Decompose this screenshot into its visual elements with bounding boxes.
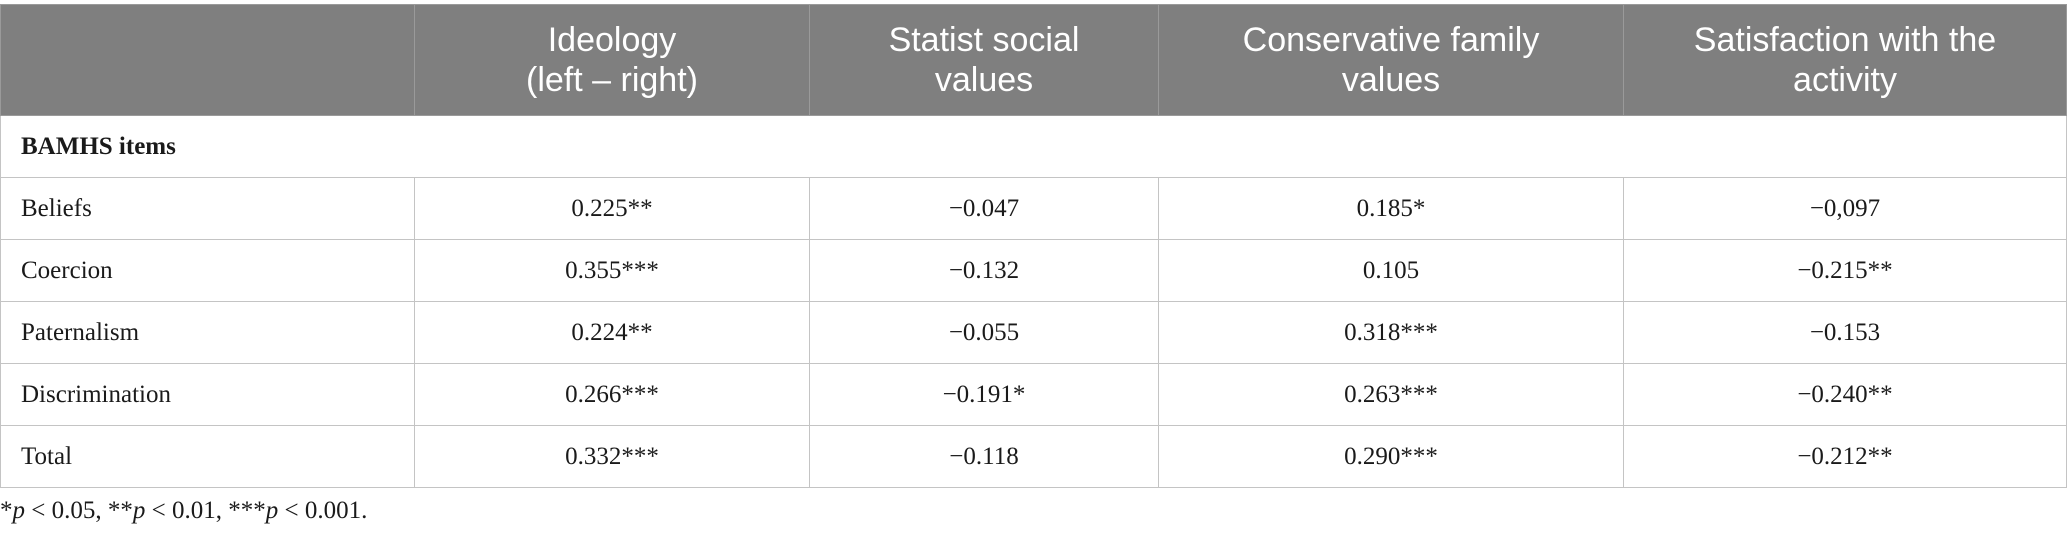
cell-value: 0.263*** — [1158, 363, 1624, 426]
cell-value: −0.153 — [1623, 301, 2067, 364]
header-ideology: Ideology (left – right) — [414, 4, 810, 116]
cell-value: −0,097 — [1623, 177, 2067, 240]
cell-value: 0.185* — [1158, 177, 1624, 240]
cell-value: −0.212** — [1623, 425, 2067, 488]
cell-value: −0.055 — [809, 301, 1159, 364]
footnote-part: p — [132, 497, 146, 524]
cell-value: −0.132 — [809, 239, 1159, 302]
row-label: Paternalism — [0, 301, 415, 364]
footnote-part: p — [12, 497, 26, 524]
cell-value: −0.240** — [1623, 363, 2067, 426]
row-label: Beliefs — [0, 177, 415, 240]
row-label: Discrimination — [0, 363, 415, 426]
footnote-part: p — [265, 497, 279, 524]
header-empty-cell — [0, 4, 415, 116]
footnote-part: * — [0, 497, 13, 524]
footnote-part: < 0.01, *** — [145, 497, 266, 524]
section-row: BAMHS items — [0, 115, 2067, 178]
table-row: Discrimination 0.266*** −0.191* 0.263***… — [0, 363, 2067, 426]
row-label: Coercion — [0, 239, 415, 302]
footnote-part: < 0.001. — [278, 497, 368, 524]
header-satisfaction-with-activity: Satisfaction with the activity — [1623, 4, 2067, 116]
footnote-part: < 0.05, ** — [25, 497, 133, 524]
cell-value: 0.224** — [414, 301, 810, 364]
header-statist-social-values: Statist social values — [809, 4, 1159, 116]
cell-value: 0.318*** — [1158, 301, 1624, 364]
table-row: Coercion 0.355*** −0.132 0.105 −0.215** — [0, 239, 2067, 302]
correlation-table-container: Ideology (left – right) Statist social v… — [0, 4, 2068, 488]
section-title: BAMHS items — [0, 115, 2067, 178]
cell-value: 0.266*** — [414, 363, 810, 426]
row-label: Total — [0, 425, 415, 488]
table-row: Beliefs 0.225** −0.047 0.185* −0,097 — [0, 177, 2067, 240]
cell-value: −0.047 — [809, 177, 1159, 240]
header-row: Ideology (left – right) Statist social v… — [0, 4, 2067, 116]
correlation-table: Ideology (left – right) Statist social v… — [0, 4, 2067, 488]
table-row: Paternalism 0.224** −0.055 0.318*** −0.1… — [0, 301, 2067, 364]
cell-value: 0.105 — [1158, 239, 1624, 302]
cell-value: 0.225** — [414, 177, 810, 240]
cell-value: −0.191* — [809, 363, 1159, 426]
significance-footnote: *p < 0.05, **p < 0.01, ***p < 0.001. — [0, 497, 367, 525]
cell-value: 0.290*** — [1158, 425, 1624, 488]
cell-value: 0.332*** — [414, 425, 810, 488]
header-conservative-family-values: Conservative family values — [1158, 4, 1624, 116]
table-row: Total 0.332*** −0.118 0.290*** −0.212** — [0, 425, 2067, 488]
cell-value: −0.118 — [809, 425, 1159, 488]
cell-value: 0.355*** — [414, 239, 810, 302]
cell-value: −0.215** — [1623, 239, 2067, 302]
